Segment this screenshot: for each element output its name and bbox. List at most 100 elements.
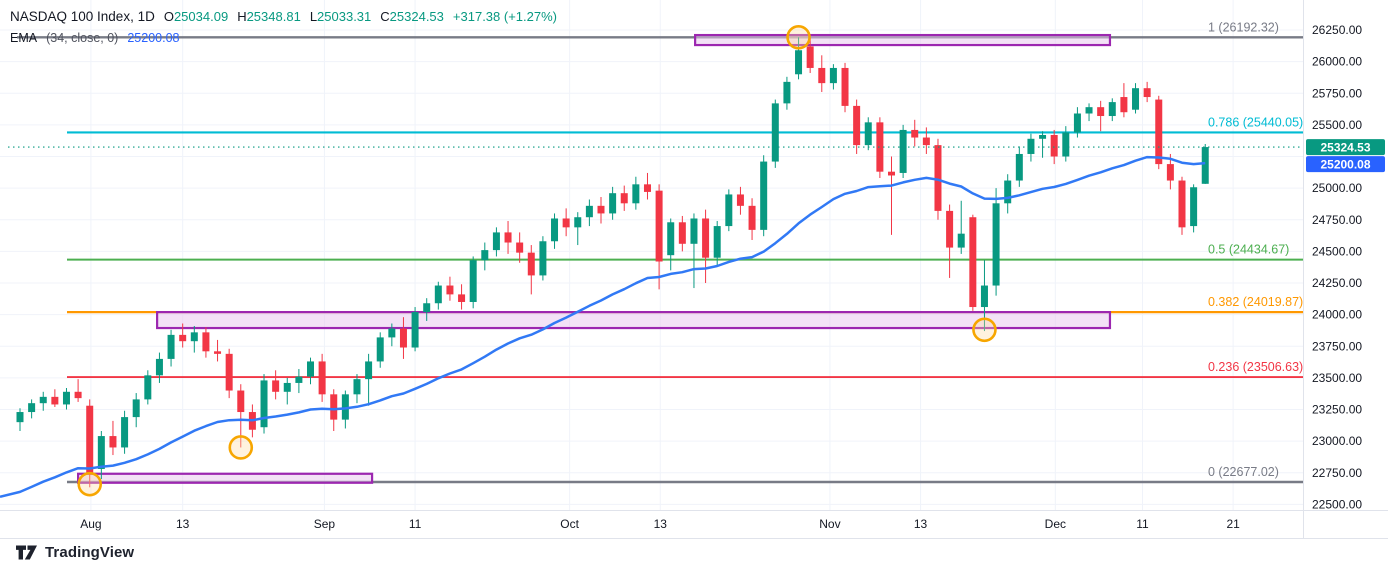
candle-body[interactable] [458, 294, 466, 302]
candle-body[interactable] [585, 205, 593, 218]
candle-body[interactable] [539, 241, 547, 276]
candle-body[interactable] [132, 399, 140, 418]
candle-body[interactable] [969, 217, 977, 308]
candle-body[interactable] [876, 122, 884, 172]
highlight-circle[interactable] [228, 435, 254, 460]
candle-body[interactable] [225, 353, 233, 391]
candle-body[interactable] [62, 391, 70, 405]
tradingview-logo[interactable]: TradingView [16, 544, 134, 561]
candle-body[interactable] [946, 210, 954, 248]
candle-body[interactable] [864, 122, 872, 146]
candle-body[interactable] [655, 190, 663, 262]
zone-rectangle-1[interactable] [694, 33, 1112, 47]
candle-body[interactable] [388, 328, 396, 338]
candle-body[interactable] [771, 103, 779, 162]
candle-body[interactable] [667, 222, 675, 256]
candle-body[interactable] [481, 250, 489, 261]
candle-body[interactable] [202, 332, 210, 352]
candle-body[interactable] [86, 405, 94, 475]
candle-body[interactable] [295, 376, 303, 383]
candle-body[interactable] [1050, 134, 1058, 157]
highlight-circle[interactable] [786, 24, 811, 50]
time-axis-labels[interactable]: Aug 13 Sep 11 Oct 13 Nov 13 Dec 11 21 [80, 517, 1240, 531]
candle-body[interactable] [1085, 107, 1093, 114]
candle-body[interactable] [434, 285, 442, 304]
candle-body[interactable] [1073, 113, 1081, 133]
candle-body[interactable] [934, 145, 942, 211]
candle-body[interactable] [51, 396, 59, 405]
candle-body[interactable] [1120, 97, 1128, 113]
candle-body[interactable] [678, 222, 686, 244]
candle-body[interactable] [237, 390, 245, 413]
candle-body[interactable] [97, 436, 105, 469]
candle-body[interactable] [330, 394, 338, 420]
candle-body[interactable] [353, 379, 361, 395]
candle-body[interactable] [504, 232, 512, 243]
candle-body[interactable] [1015, 153, 1023, 181]
candle-body[interactable] [399, 328, 407, 348]
candle-body[interactable] [736, 194, 744, 206]
candle-body[interactable] [1166, 164, 1174, 181]
candle-body[interactable] [272, 380, 280, 392]
candle-body[interactable] [423, 303, 431, 313]
candle-body[interactable] [283, 382, 291, 392]
candle-body[interactable] [1143, 88, 1151, 98]
candle-body[interactable] [760, 161, 768, 230]
candle-body[interactable] [609, 193, 617, 214]
candle-body[interactable] [155, 358, 163, 376]
candle-body[interactable] [492, 232, 500, 251]
zone-rectangle-3[interactable] [76, 472, 374, 484]
highlight-circle[interactable] [972, 317, 997, 343]
candle-body[interactable] [365, 361, 373, 380]
candle-body[interactable] [411, 312, 419, 348]
candle-body[interactable] [562, 218, 570, 228]
candle-body[interactable] [1004, 180, 1012, 204]
candle-body[interactable] [307, 361, 314, 377]
candle-body[interactable] [74, 391, 82, 399]
candle-body[interactable] [190, 332, 198, 342]
candle-body[interactable] [1178, 180, 1186, 228]
candle-body[interactable] [144, 375, 152, 400]
candle-body[interactable] [28, 403, 36, 413]
candle-body[interactable] [516, 242, 524, 253]
candle-body[interactable] [818, 67, 826, 84]
candle-body[interactable] [620, 193, 628, 204]
candle-body[interactable] [1108, 102, 1116, 117]
candle-body[interactable] [214, 351, 222, 354]
candle-body[interactable] [1190, 187, 1198, 227]
candle-body[interactable] [829, 67, 837, 84]
candle-body[interactable] [806, 46, 814, 68]
candle-body[interactable] [1062, 132, 1070, 157]
candle-body[interactable] [167, 334, 175, 359]
candle-body[interactable] [121, 417, 129, 448]
candle-body[interactable] [574, 217, 582, 228]
candle-body[interactable] [1039, 134, 1047, 139]
candle-body[interactable] [376, 337, 384, 362]
candle-body[interactable] [899, 129, 907, 173]
candle-body[interactable] [446, 285, 454, 295]
candle-body[interactable] [643, 184, 651, 192]
candle-body[interactable] [632, 184, 640, 204]
highlight-circle[interactable] [77, 471, 103, 497]
ema-line[interactable] [0, 155, 1206, 499]
price-axis[interactable] [1304, 0, 1388, 538]
candle-body[interactable] [16, 412, 24, 423]
candle-body[interactable] [469, 260, 477, 302]
candle-body[interactable] [922, 137, 930, 146]
candle-body[interactable] [957, 233, 965, 248]
candle-body[interactable] [1201, 147, 1209, 184]
candle-body[interactable] [911, 129, 919, 138]
candle-body[interactable] [980, 285, 988, 308]
candle-body[interactable] [702, 218, 710, 258]
candle-body[interactable] [551, 218, 559, 242]
candle-body[interactable] [1097, 107, 1105, 117]
candle-body[interactable] [690, 218, 698, 244]
candle-body[interactable] [109, 436, 117, 448]
candle-body[interactable] [597, 205, 605, 214]
candle-body[interactable] [39, 396, 47, 404]
candle-body[interactable] [1155, 99, 1163, 165]
candle-body[interactable] [179, 334, 187, 342]
candle-body[interactable] [853, 105, 861, 146]
candle-body[interactable] [1027, 138, 1035, 154]
